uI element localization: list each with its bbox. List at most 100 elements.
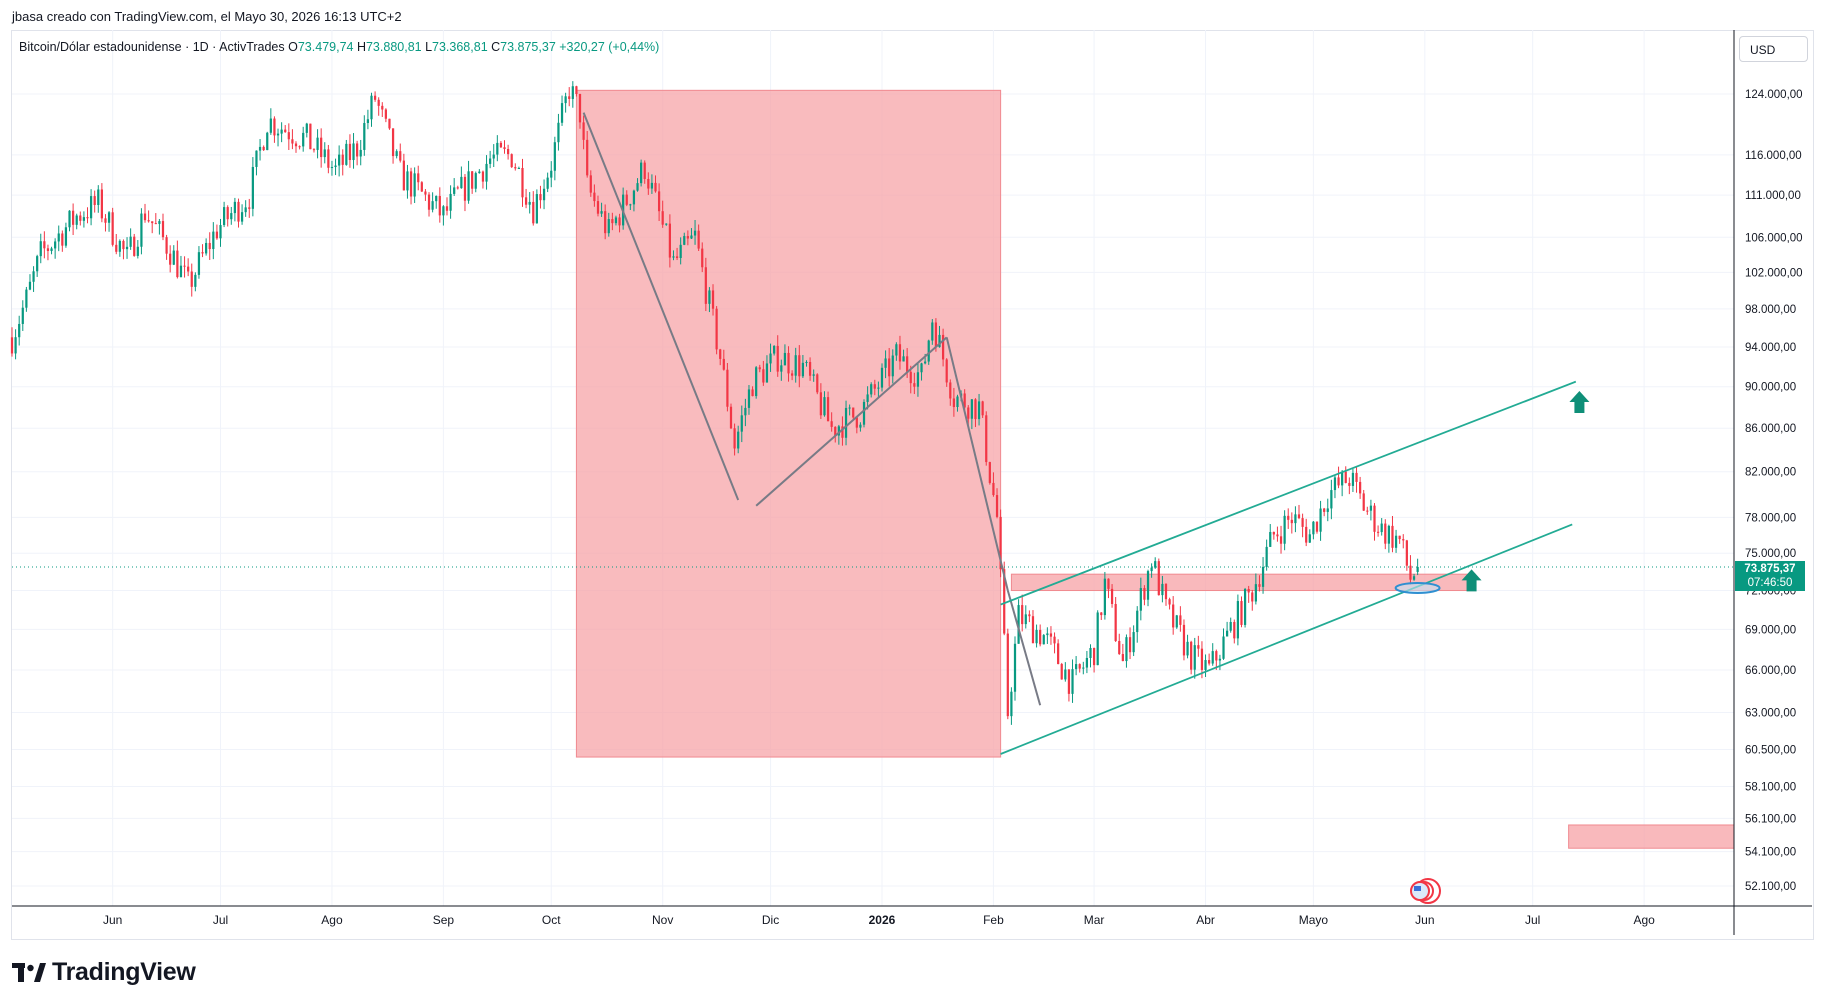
candle — [539, 185, 542, 209]
candle — [949, 379, 952, 406]
candle-body — [388, 118, 391, 129]
candle-body — [356, 143, 359, 157]
candle — [1391, 515, 1394, 553]
candle-body — [1402, 539, 1405, 541]
x-tick-label: Jul — [1525, 913, 1540, 927]
candle-body — [841, 426, 844, 438]
candle — [258, 139, 262, 161]
high-value: 73.880,81 — [365, 40, 422, 54]
low-label: L — [425, 40, 433, 54]
candle-body — [467, 171, 470, 201]
candle — [1265, 539, 1268, 571]
candle-body — [618, 217, 621, 226]
candle-body — [920, 363, 923, 373]
candle-body — [280, 129, 283, 134]
candle — [866, 386, 869, 410]
candle — [801, 354, 805, 379]
candle-body — [226, 207, 229, 220]
candle-body — [773, 345, 776, 354]
candle-body — [647, 178, 650, 189]
candle — [1312, 521, 1315, 540]
us-flag-event-icon[interactable] — [1410, 878, 1441, 904]
price-axis: 124.000,00 116.000,00 111.000,00 106.000,00… — [1733, 30, 1803, 935]
candle — [506, 144, 510, 160]
candle-body — [359, 149, 362, 157]
candle-body — [1301, 518, 1304, 527]
candle-body — [600, 211, 603, 214]
candle-body — [1412, 576, 1416, 580]
candle-body — [945, 359, 948, 383]
candle — [388, 118, 391, 130]
x-tick-label: Sep — [433, 913, 455, 927]
candle-body — [61, 233, 64, 246]
candle — [737, 425, 740, 454]
candle — [435, 195, 438, 209]
candle-body — [118, 240, 121, 252]
candle — [697, 224, 700, 251]
candle — [28, 274, 32, 291]
candle-body — [546, 177, 549, 189]
tradingview-logo[interactable]: TradingView — [12, 958, 196, 987]
candle — [808, 357, 812, 381]
candlestick-series — [10, 81, 1419, 725]
candle — [1168, 597, 1171, 610]
candle — [240, 204, 244, 225]
candle — [535, 189, 538, 224]
candle-body — [230, 213, 233, 220]
candle-body — [560, 103, 564, 123]
candle — [273, 116, 276, 143]
candle — [992, 472, 995, 497]
candle-body — [783, 352, 787, 366]
candle — [1042, 633, 1045, 645]
candle — [453, 178, 456, 197]
candle-body — [665, 223, 668, 225]
candle-body — [39, 241, 42, 257]
candle — [1247, 585, 1250, 603]
candle — [747, 385, 751, 415]
candle-body — [1308, 534, 1311, 543]
last-price-value: 73.875,37 — [1744, 563, 1796, 575]
x-tick-label: Mayo — [1299, 913, 1329, 927]
candle — [765, 355, 769, 383]
candle-body — [183, 265, 186, 267]
candle-body — [819, 392, 822, 416]
candle-body — [305, 123, 308, 133]
candle — [816, 373, 819, 395]
candle — [751, 386, 754, 397]
candle-body — [28, 281, 32, 290]
candle — [999, 509, 1002, 578]
candle — [474, 171, 477, 193]
candle — [1071, 659, 1074, 703]
candle-body — [1287, 515, 1290, 520]
candle — [755, 366, 758, 399]
candle — [675, 247, 679, 261]
candle — [596, 195, 600, 217]
candle-body — [1136, 610, 1139, 633]
candle-body — [1409, 565, 1412, 580]
candle — [25, 286, 28, 312]
candle — [600, 202, 603, 217]
candle-body — [36, 256, 39, 272]
candle-body — [726, 369, 729, 407]
candle-body — [1211, 651, 1214, 664]
candle-body — [575, 86, 578, 94]
symbol-name[interactable]: Bitcoin/Dólar estadounidense · 1D · Acti… — [19, 40, 285, 54]
candle-body — [435, 195, 438, 202]
candle-body — [284, 129, 287, 133]
candle — [1369, 499, 1373, 521]
candle-body — [1179, 615, 1182, 625]
y-tick-label: 106.000,00 — [1745, 232, 1803, 244]
candle — [18, 315, 21, 346]
candle-body — [287, 132, 290, 140]
candle — [1398, 535, 1401, 544]
candle — [1186, 634, 1189, 659]
candle — [1243, 587, 1247, 628]
candle-body — [794, 355, 797, 376]
currency-button[interactable]: USD — [1739, 36, 1808, 62]
x-tick-label: Jun — [103, 913, 122, 927]
candle — [575, 85, 578, 97]
candle-body — [539, 194, 542, 201]
candle — [693, 219, 697, 245]
candle — [1362, 489, 1365, 511]
